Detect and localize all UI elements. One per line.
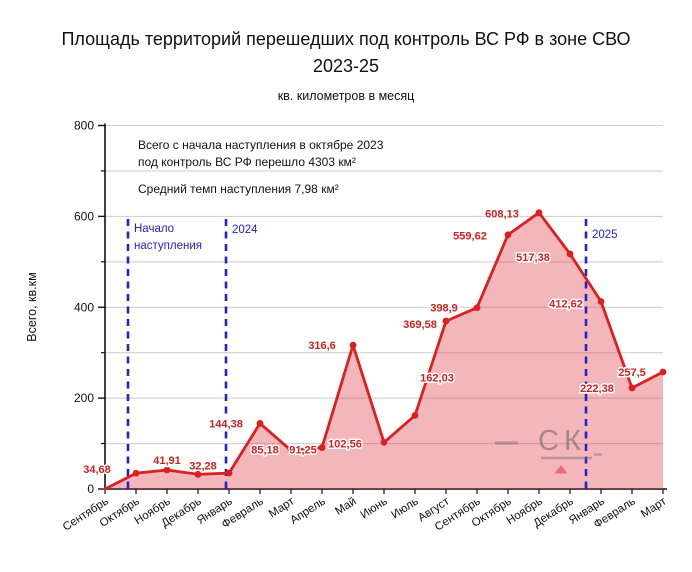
data-label-8: 316,6 [308,340,336,352]
data-point-marker-4 [225,469,233,477]
data-label-7: 91,25 [289,445,317,457]
y-tick-label: 800 [74,119,94,133]
data-point-marker-13 [504,231,512,239]
annotation-average-rate: Средний темп наступления 7,98 км² [138,182,339,196]
data-label-15: 517,38 [516,252,550,264]
x-tick-label-7: Апрель [288,495,327,526]
data-point-marker-10 [411,411,419,419]
annotation-box: Всего с начала наступления в октябре 202… [138,138,384,196]
watermark: СК [495,425,602,474]
data-point-marker-2 [163,466,171,474]
data-label-13: 559,62 [453,231,487,243]
watermark-ck-text: СК [538,425,586,457]
data-label-2: 41,91 [153,455,181,467]
watermark-triangle-icon [554,465,568,474]
data-series [103,209,667,491]
annotation-total-line1: Всего с начала наступления в октябре 202… [138,138,384,152]
y-tick-label: 0 [87,482,94,496]
data-label-17: 222,38 [580,383,614,395]
vline-label: 2025 [592,229,618,241]
data-label-12: 398,9 [430,303,458,315]
chart-title-line1: Площадь территорий перешедших под контро… [61,29,630,49]
gridlines [105,125,663,445]
data-label-9: 102,56 [328,438,362,450]
data-label-16: 412,62 [549,299,583,311]
y-tick-label: 200 [74,391,94,405]
data-point-marker-15 [566,250,574,258]
data-label-14: 608,13 [485,209,519,221]
series-area [105,212,663,489]
data-point-marker-11 [442,317,450,325]
data-label-1: 34,68 [83,464,111,476]
data-point-marker-1 [132,469,140,477]
data-label-18: 257,5 [618,367,646,379]
data-label-10: 162,03 [420,372,454,384]
data-point-marker-6 [287,446,295,454]
vline-label: 2024 [232,224,258,236]
data-point-marker-14 [535,209,543,217]
chart-title-line2: 2023-25 [313,56,379,76]
data-point-marker-3 [194,470,202,478]
x-tick-label-8: Май [333,495,358,517]
vline-label: наступления [134,240,202,252]
area-fill [105,212,663,489]
data-point-marker-8 [349,341,357,349]
data-label-3: 32,28 [189,460,217,472]
y-axis-title: Всего, кв.км [25,272,39,341]
data-label-5: 144,38 [209,418,243,430]
data-point-marker-18 [659,368,667,376]
data-point-marker-16 [597,298,605,305]
data-point-marker-7 [318,444,326,451]
data-point-marker-5 [256,419,264,427]
x-tick-label-10: Июль [389,495,420,521]
data-label-11: 369,58 [403,319,437,331]
data-point-labels: 34,68 41,91 32,28 144,38 85,18 91,25 316,6 102,… [82,207,648,478]
annotation-total-line2: под контроль ВС РФ перешло 4303 км² [138,155,356,169]
chart-subtitle: кв. километров в месяц [278,89,415,103]
data-label-6: 85,18 [251,444,279,456]
data-point-marker-9 [380,438,388,446]
y-tick-label: 400 [74,300,94,314]
y-tick-label: 600 [74,209,94,223]
x-tick-label-18: Март [639,495,669,520]
data-point-marker-12 [473,304,481,312]
event-vlines: Начало наступления 2024 2025 [126,219,618,489]
x-tick-label-9: Июнь [359,495,390,521]
data-point-marker-17 [628,384,636,392]
vline-label: Начало [134,223,174,235]
